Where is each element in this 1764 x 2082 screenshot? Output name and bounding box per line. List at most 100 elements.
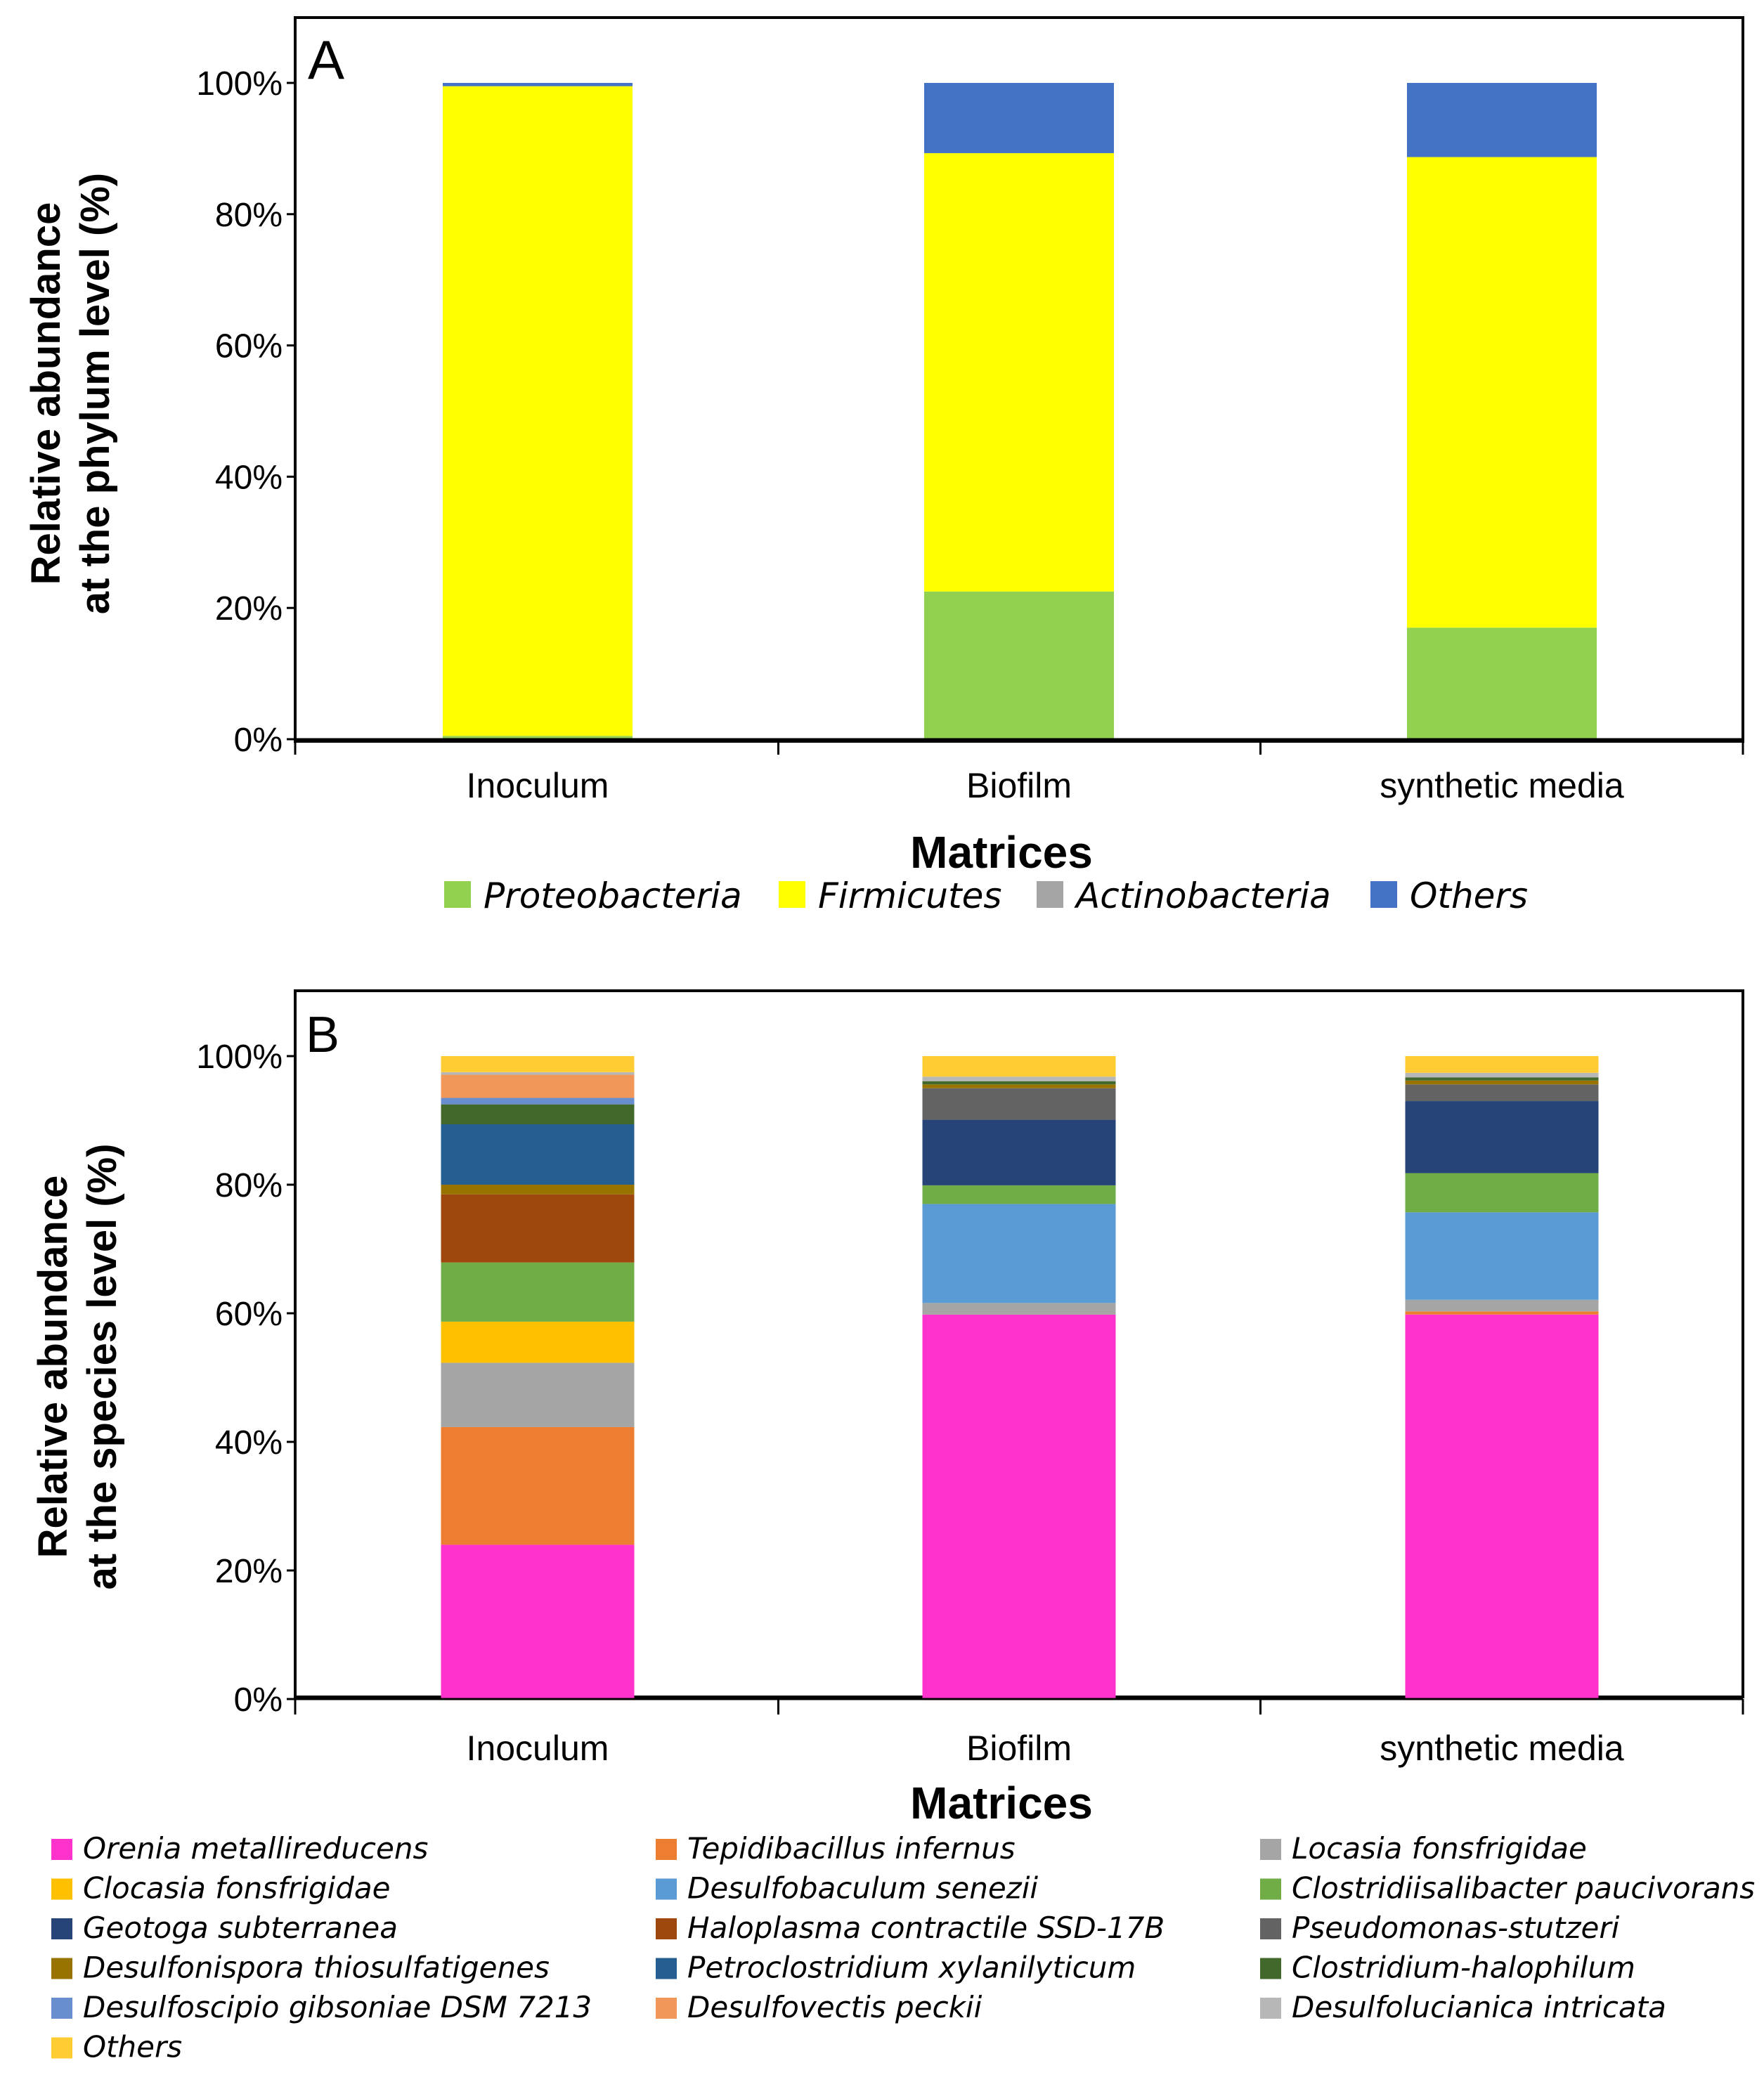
panel-a-legend: Proteobacteria Firmicutes Actinobacteria Ot… — [444, 876, 1528, 916]
panel-a-legend-swatch-proteobacteria — [444, 881, 471, 908]
panel-a-x-tick-label-synthetic-media: synthetic media — [1380, 766, 1624, 805]
panel-b-bar-synthetic-media-pseudomonas-stutzeri — [1405, 1084, 1599, 1102]
panel-b-legend-swatch-desulfonispora-thiosulfatigenes — [51, 1958, 72, 1979]
panel-a-x-axis: Inoculum Biofilm synthetic media — [294, 738, 1744, 805]
panel-b-y-tick-label: 40% — [215, 1424, 283, 1462]
panel-a-bar-biofilm-firmicutes — [924, 152, 1114, 592]
panel-b-legend-swatch-petroclostridium-xylanilyticum — [656, 1958, 677, 1979]
panel-b-legend-swatch-clostridiisalibacter-paucivorans — [1260, 1878, 1281, 1900]
panel-b-legend-swatch-clocasia-fonsfrigidae — [51, 1878, 72, 1900]
panel-a-legend-label-proteobacteria: Proteobacteria — [484, 876, 742, 916]
panel-b-x-tick-label-synthetic-media: synthetic media — [1380, 1729, 1624, 1768]
panel-a-x-axis-title: Matrices — [910, 827, 1093, 878]
panel-b-chart: B 0% 20% 40% 60% 80% 100% Inoculum Biofilm synt… — [30, 989, 1755, 2064]
panel-a-legend-label-others: Others — [1410, 876, 1528, 916]
panel-b-bar-biofilm-desulfobaculum-senezii — [922, 1204, 1116, 1303]
panel-a-y-tick-label: 40% — [215, 459, 283, 496]
panel-b-legend-label-clostridiisalibacter-paucivorans: Clostridiisalibacter paucivorans — [1292, 1871, 1755, 1906]
panel-b-bar-synthetic-media-clostridiisalibacter-paucivorans — [1405, 1173, 1599, 1213]
panel-a-chart: A 0% 20% 40% 60% 80% 100% Inoculum Biofilm synt… — [23, 16, 1744, 916]
panel-b-y-tick-label: 0% — [234, 1681, 283, 1719]
panel-b-legend-swatch-tepidibacillus-infernus — [656, 1839, 677, 1860]
panel-b-bar-synthetic-media-others — [1405, 1056, 1599, 1073]
panel-b-y-tick-label: 80% — [215, 1167, 283, 1204]
panel-a-label: A — [308, 29, 344, 91]
panel-b-legend-swatch-locasia-fonsfrigidae — [1260, 1839, 1281, 1860]
panel-b-bar-synthetic-media-desulfolucianica-intricata — [1405, 1072, 1599, 1078]
panel-a-bar-biofilm-proteobacteria — [924, 591, 1114, 739]
panel-b-y-tick-label: 100% — [196, 1039, 283, 1076]
panel-b-bar-synthetic-media-desulfobaculum-senezii — [1405, 1212, 1599, 1300]
panel-b-legend-swatch-geotoga-subterranea — [51, 1918, 72, 1939]
panel-b-label: B — [306, 1007, 339, 1063]
panel-b-bar-inoculum-tepidibacillus-infernus — [441, 1426, 635, 1545]
panel-b-legend-label-desulfobaculum-senezii: Desulfobaculum senezii — [687, 1871, 1038, 1906]
panel-a-bar-synthetic-media-proteobacteria — [1407, 627, 1597, 739]
panel-b-legend-label-desulfovectis-peckii: Desulfovectis peckii — [687, 1990, 982, 2024]
panel-b-bar-inoculum-desulfoscipio-gibsoniae-dsm-7213 — [441, 1098, 635, 1105]
panel-b-legend-label-orenia-metallireducens: Orenia metallireducens — [83, 1831, 428, 1866]
panel-b-y-tick-label: 60% — [215, 1296, 283, 1333]
panel-a-legend-swatch-actinobacteria — [1037, 881, 1063, 908]
panel-b-bar-inoculum-locasia-fonsfrigidae — [441, 1362, 635, 1427]
panel-a-bar-inoculum-firmicutes — [443, 86, 633, 736]
panel-b-y-tick-label: 20% — [215, 1553, 283, 1590]
panel-b-x-axis: Inoculum Biofilm synthetic media — [294, 1698, 1744, 1768]
panel-b-legend-label-clostridium-halophilum: Clostridium-halophilum — [1292, 1951, 1635, 1985]
panel-b-legend-swatch-clostridium-halophilum — [1260, 1958, 1281, 1979]
panel-a-bars — [443, 83, 1597, 739]
panel-b-bar-biofilm-orenia-metallireducens — [922, 1314, 1116, 1699]
panel-b-bar-inoculum-desulfovectis-peckii — [441, 1074, 635, 1098]
panel-b-legend-swatch-pseudomonas-stutzeri — [1260, 1918, 1281, 1939]
panel-b-legend: Orenia metallireducens Tepidibacillus inf… — [51, 1831, 1755, 2064]
panel-a-legend-swatch-others — [1370, 881, 1397, 908]
panel-b-legend-label-tepidibacillus-infernus: Tepidibacillus infernus — [687, 1831, 1016, 1866]
panel-b-bar-inoculum-clostridiisalibacter-paucivorans — [441, 1262, 635, 1322]
panel-b-legend-swatch-haloplasma-contractile-ssd-17b — [656, 1918, 677, 1939]
panel-b-bar-synthetic-media-geotoga-subterranea — [1405, 1101, 1599, 1173]
panel-a-y-tick-label: 20% — [215, 590, 283, 627]
panel-b-bars — [441, 1056, 1599, 1699]
panel-a-y-axis-title-line-1: Relative abundance — [23, 202, 69, 585]
panel-b-legend-label-others: Others — [83, 2030, 182, 2064]
panel-a-bar-inoculum-others — [443, 83, 633, 86]
panel-a-y-tick-label: 60% — [215, 328, 283, 365]
panel-b-bar-inoculum-orenia-metallireducens — [441, 1544, 635, 1699]
panel-b-x-tick-label-biofilm: Biofilm — [966, 1729, 1072, 1768]
panel-b-bar-biofilm-desulfolucianica-intricata — [922, 1076, 1116, 1081]
panel-b-legend-label-geotoga-subterranea: Geotoga subterranea — [83, 1911, 398, 1945]
panel-b-bar-inoculum-clocasia-fonsfrigidae — [441, 1321, 635, 1363]
panel-b-bar-biofilm-clostridium-halophilum — [922, 1081, 1116, 1085]
panel-a-y-axis: 0% 20% 40% 60% 80% 100% — [196, 65, 295, 759]
panel-b-bar-synthetic-media-desulfonispora-thiosulfatigenes — [1405, 1080, 1599, 1085]
panel-b-y-axis: 0% 20% 40% 60% 80% 100% — [196, 1039, 295, 1719]
panel-b-legend-label-petroclostridium-xylanilyticum: Petroclostridium xylanilyticum — [687, 1951, 1136, 1985]
panel-b-x-axis-title: Matrices — [910, 1778, 1093, 1828]
panel-b-y-axis-title: Relative abundance at the species level … — [30, 1143, 125, 1589]
panel-b-legend-swatch-desulfoscipio-gibsoniae-dsm-7213 — [51, 1998, 72, 2019]
panel-b-bar-biofilm-pseudomonas-stutzeri — [922, 1088, 1116, 1120]
panel-b-y-axis-title-line-1: Relative abundance — [30, 1176, 76, 1559]
panel-b-bar-synthetic-media-orenia-metallireducens — [1405, 1314, 1599, 1699]
panel-a-bar-inoculum-proteobacteria — [443, 736, 633, 739]
panel-b-bar-inoculum-desulfonispora-thiosulfatigenes — [441, 1185, 635, 1195]
panel-b-bar-synthetic-media-locasia-fonsfrigidae — [1405, 1299, 1599, 1312]
panel-b-legend-label-desulfolucianica-intricata: Desulfolucianica intricata — [1292, 1990, 1666, 2024]
panel-a-legend-label-actinobacteria: Actinobacteria — [1074, 876, 1331, 916]
panel-b-bar-biofilm-locasia-fonsfrigidae — [922, 1303, 1116, 1315]
panel-b-legend-label-locasia-fonsfrigidae: Locasia fonsfrigidae — [1292, 1831, 1587, 1866]
panel-b-legend-label-desulfonispora-thiosulfatigenes: Desulfonispora thiosulfatigenes — [83, 1951, 550, 1985]
panel-b-bar-biofilm-clostridiisalibacter-paucivorans — [922, 1185, 1116, 1204]
panel-a-bar-synthetic-media-firmicutes — [1407, 157, 1597, 628]
panel-a-y-tick-label: 100% — [196, 65, 283, 103]
panel-a-y-tick-label: 0% — [234, 722, 283, 759]
panel-b-legend-label-haloplasma-contractile-ssd-17b: Haloplasma contractile SSD-17B — [687, 1911, 1165, 1945]
panel-a-bar-synthetic-media-others — [1407, 83, 1597, 157]
panel-b-legend-swatch-desulfolucianica-intricata — [1260, 1998, 1281, 2019]
panel-a-legend-label-firmicutes: Firmicutes — [818, 876, 1001, 916]
panel-a-y-axis-title: Relative abundance at the phylum level (… — [23, 173, 118, 614]
panel-b-bar-biofilm-geotoga-subterranea — [922, 1119, 1116, 1185]
panel-b-legend-label-clocasia-fonsfrigidae: Clocasia fonsfrigidae — [83, 1871, 390, 1906]
panel-b-legend-label-desulfoscipio-gibsoniae-dsm-7213: Desulfoscipio gibsoniae DSM 7213 — [83, 1990, 592, 2024]
